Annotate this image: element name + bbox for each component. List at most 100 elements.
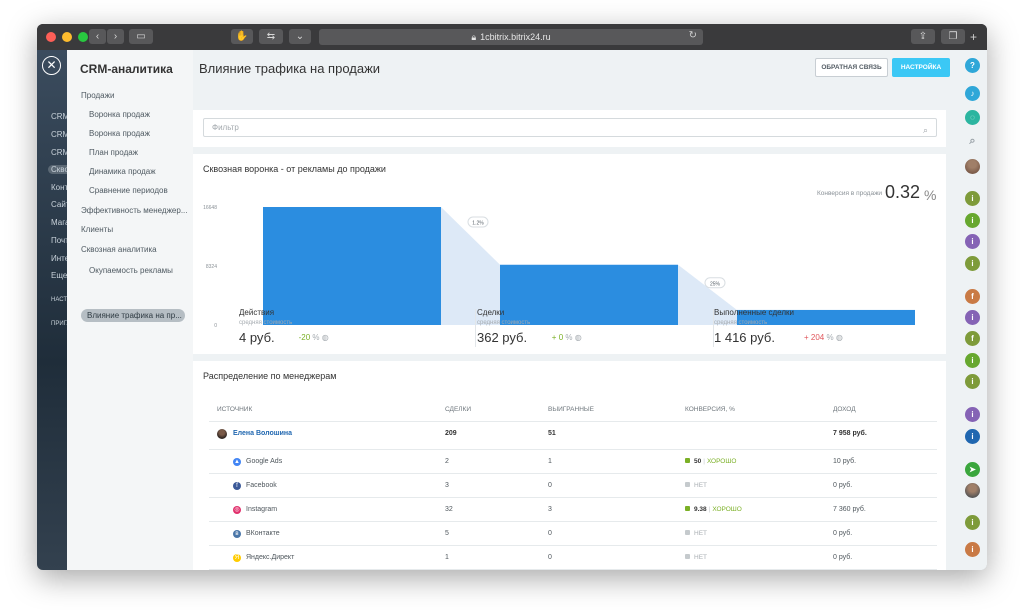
search-icon[interactable]: ⌕ <box>969 135 976 147</box>
minimize-window-button[interactable] <box>62 32 72 42</box>
telegram-icon[interactable]: ➤ <box>965 462 980 477</box>
extension-button[interactable]: ✋ <box>231 29 253 44</box>
sidebar-toggle-button[interactable]: ▭ <box>129 29 153 44</box>
manager-row[interactable]: Елена Волошина 209 51 7 958 руб. <box>193 422 946 446</box>
sidebar-item[interactable]: Воронка продаж <box>89 110 150 119</box>
sidebar-item[interactable]: Сравнение периодов <box>89 186 168 195</box>
pocket-button[interactable]: ⌄ <box>289 29 311 44</box>
table-row[interactable]: в ВКонтакте 5 0 НЕТ 0 руб. <box>193 522 946 546</box>
help-icon[interactable]: ? <box>965 58 980 73</box>
left-menu-item[interactable]: CRM <box>51 130 70 139</box>
left-menu-item[interactable]: НАСТ <box>51 297 68 303</box>
left-menu-item[interactable]: ПРИГЛ <box>51 321 71 327</box>
main-left-menu: ✕ CRM CRM CRM Скво Конт Сайт Мага Почт Инте Еще НА… <box>37 50 72 570</box>
forward-button[interactable]: › <box>107 29 124 44</box>
facebook-chat-icon[interactable]: f <box>965 289 980 304</box>
sidebar-item[interactable]: Продажи <box>81 91 115 100</box>
left-menu-item[interactable]: Сайт <box>51 200 70 209</box>
column-header-won[interactable]: ВЫИГРАННЫЕ <box>548 406 594 413</box>
chat-icon[interactable]: i <box>965 213 980 228</box>
chat-icon[interactable]: i <box>965 234 980 249</box>
left-menu-item[interactable]: Конт <box>51 183 69 192</box>
stage-value: 4 руб. <box>239 330 275 345</box>
chat-icon[interactable]: i <box>965 515 980 530</box>
table-row[interactable]: f Facebook 3 0 НЕТ 0 руб. <box>193 474 946 498</box>
sidebar-item[interactable]: Окупаемость рекламы <box>89 266 173 275</box>
stage-name: Сделки <box>477 308 505 317</box>
row-divider <box>209 569 937 570</box>
sidebar-item[interactable]: Сквозная аналитика <box>81 245 157 254</box>
conversion-label: Конверсия в продажи <box>817 190 883 197</box>
new-tab-icon[interactable]: + <box>970 30 978 44</box>
info-icon[interactable]: ◍ <box>574 333 582 342</box>
column-header-source[interactable]: ИСТОЧНИК <box>217 406 253 413</box>
source-name: Google Ads <box>246 458 283 465</box>
lock-icon: 🔒︎ <box>471 31 477 42</box>
income-value: 10 руб. <box>833 458 857 465</box>
url-text: 1cbitrix.bitrix24.ru <box>480 32 551 42</box>
chat-icon[interactable]: i <box>965 353 980 368</box>
zoom-window-button[interactable] <box>78 32 88 42</box>
facebook-chat-icon[interactable]: f <box>965 331 980 346</box>
left-menu-item[interactable]: Мага <box>51 218 70 227</box>
stage-divider <box>713 309 714 347</box>
chat-icon[interactable]: i <box>965 191 980 206</box>
chat-icon[interactable]: i <box>965 374 980 389</box>
conversion-badge <box>704 277 726 289</box>
chat-icon[interactable]: i <box>965 407 980 422</box>
column-header-income[interactable]: ДОХОД <box>833 406 856 413</box>
table-row[interactable]: Я Яндекс.Директ 1 0 НЕТ 0 руб. <box>193 546 946 570</box>
column-header-deals[interactable]: СДЕЛКИ <box>445 406 472 413</box>
stage-divider <box>475 309 476 347</box>
browser-toolbar: ‹ › ▭ ✋ ⇆ ⌄ 🔒︎ 1cbitrix.bitrix24.ru ↻ ⇪ … <box>37 24 987 50</box>
left-menu-item[interactable]: CRM <box>51 148 70 157</box>
page-title: Влияние трафика на продажи <box>199 61 381 76</box>
row-divider <box>209 545 937 546</box>
filter-input[interactable]: Фильтр ⌕ <box>203 118 937 137</box>
status-indicator <box>685 554 690 559</box>
close-slider-icon[interactable]: ✕ <box>42 56 61 75</box>
column-header-conversion[interactable]: КОНВЕРСИЯ, % <box>685 406 735 413</box>
chat-icon[interactable]: i <box>965 256 980 271</box>
messenger-icon[interactable]: ◌ <box>965 110 980 125</box>
chat-icon[interactable]: i <box>965 310 980 325</box>
sidebar-item[interactable]: План продаж <box>89 148 139 157</box>
sidebar-icon: ▭ <box>136 31 146 42</box>
extension-button[interactable]: ⇆ <box>259 29 283 44</box>
chevron-right-icon: › <box>113 31 118 42</box>
info-icon[interactable]: ◍ <box>835 333 843 342</box>
share-button[interactable]: ⇪ <box>911 29 935 44</box>
left-menu-item[interactable]: CRM <box>51 112 70 121</box>
sidebar-item[interactable]: Эффективность менеджер... <box>81 206 188 215</box>
yandex-direct-icon: Я <box>233 554 241 562</box>
reload-icon[interactable]: ↻ <box>688 30 697 41</box>
table-row[interactable]: ▲ Google Ads 2 1 50 | ХОРОШО 10 руб. <box>193 450 946 474</box>
left-menu-item[interactable]: Почт <box>51 236 69 245</box>
left-menu-item[interactable]: Еще <box>51 271 68 280</box>
notifications-icon[interactable]: ♪ <box>965 86 980 101</box>
sidebar-item[interactable]: Клиенты <box>81 225 114 234</box>
address-bar[interactable]: 🔒︎ 1cbitrix.bitrix24.ru ↻ <box>319 29 703 45</box>
settings-button[interactable]: НАСТРОЙКА <box>892 58 950 77</box>
sidebar-item[interactable]: Воронка продаж <box>89 129 150 138</box>
search-icon[interactable]: ⌕ <box>922 125 928 135</box>
user-avatar[interactable] <box>965 483 980 498</box>
chat-icon[interactable]: i <box>965 542 980 557</box>
vk-icon: в <box>233 530 241 538</box>
close-window-button[interactable] <box>46 32 56 42</box>
table-row[interactable]: ◎ Instagram 32 3 9.38 | ХОРОШО 7 360 руб. <box>193 498 946 522</box>
funnel-card: Сквозная воронка - от рекламы до продажи… <box>193 154 946 354</box>
left-menu-item[interactable]: Скво <box>48 165 72 174</box>
feedback-button[interactable]: ОБРАТНАЯ СВЯЗЬ <box>815 58 888 77</box>
manager-name[interactable]: Елена Волошина <box>233 430 293 437</box>
left-menu-item[interactable]: Инте <box>51 254 70 263</box>
user-avatar[interactable] <box>965 159 980 174</box>
manager-deals: 209 <box>445 430 457 437</box>
tabs-overview-button[interactable]: ❐ <box>941 29 965 44</box>
sidebar-item[interactable]: Динамика продаж <box>89 167 156 176</box>
info-icon[interactable]: ◍ <box>321 333 329 342</box>
back-button[interactable]: ‹ <box>89 29 106 44</box>
filter-placeholder: Фильтр <box>212 123 239 132</box>
chat-icon[interactable]: i <box>965 429 980 444</box>
sidebar-item-active[interactable]: Влияние трафика на пр... <box>81 309 185 322</box>
